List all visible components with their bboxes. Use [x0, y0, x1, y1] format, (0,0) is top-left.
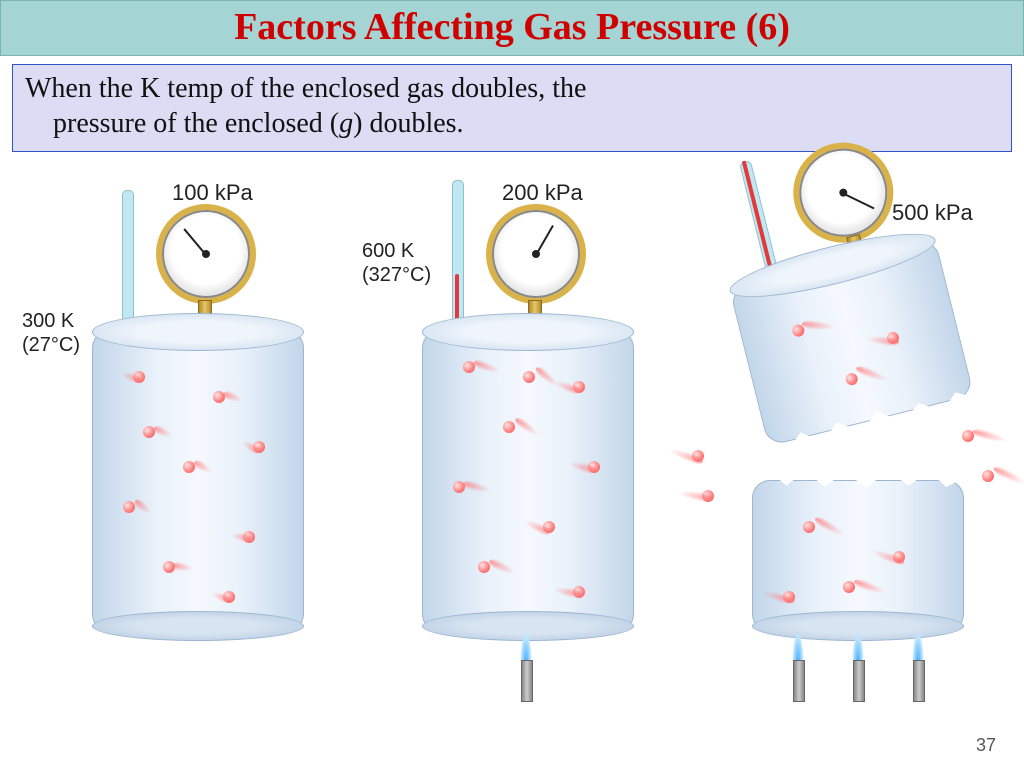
panel-3: 500 kPa — [682, 170, 1002, 690]
burner-icon — [913, 660, 925, 702]
cylinder-top — [422, 313, 634, 351]
temp-c-2: (327°C) — [362, 264, 431, 287]
cylinder-bottom — [92, 611, 304, 641]
cylinder-2 — [422, 330, 634, 632]
cylinder-top-half — [729, 238, 974, 446]
flame-icon — [520, 630, 532, 664]
gauge-needle — [843, 193, 874, 210]
flame-icon — [792, 630, 804, 664]
gauge-icon — [162, 210, 250, 298]
flame-icon — [852, 630, 864, 664]
cylinder-bottom-half — [752, 480, 964, 632]
temp-k-2: 600 K — [362, 240, 414, 263]
figure-area: 100 kPa 300 K (27°C) 200 kPa — [12, 170, 1012, 710]
slide-title: Factors Affecting Gas Pressure (6) — [234, 6, 790, 48]
description-box: When the K temp of the enclosed gas doub… — [12, 64, 1012, 152]
pressure-label-2: 200 kPa — [502, 180, 583, 206]
panel-2: 200 kPa 600 K (327°C) — [352, 170, 672, 690]
particle-icon — [803, 521, 815, 533]
particle-icon — [123, 501, 135, 513]
crack-edge — [753, 469, 963, 493]
burner-icon — [853, 660, 865, 702]
cylinder-top — [92, 313, 304, 351]
temp-k-1: 300 K — [22, 310, 74, 333]
burner-icon — [793, 660, 805, 702]
burner-icon — [521, 660, 533, 702]
pressure-label-3: 500 kPa — [892, 200, 973, 226]
page-number: 37 — [976, 735, 996, 756]
description-text: When the K temp of the enclosed gas doub… — [25, 71, 999, 141]
title-bar: Factors Affecting Gas Pressure (6) — [0, 0, 1024, 56]
gauge-icon — [492, 210, 580, 298]
panel-1: 100 kPa 300 K (27°C) — [22, 170, 342, 690]
pressure-label-1: 100 kPa — [172, 180, 253, 206]
desc-line1: When the K temp of the enclosed gas doub… — [25, 73, 586, 104]
crack-edge — [766, 383, 976, 457]
flame-icon — [912, 630, 924, 664]
particle-icon — [982, 470, 994, 482]
temp-c-1: (27°C) — [22, 334, 80, 357]
gauge-icon — [790, 139, 897, 246]
particle-icon — [503, 421, 515, 433]
gauge-center — [202, 250, 210, 258]
cylinder-1 — [92, 330, 304, 632]
particle-icon — [844, 372, 859, 387]
particle-icon — [523, 371, 535, 383]
desc-line2: pressure of the enclosed (g) doubles. — [25, 106, 464, 141]
gauge-center — [532, 250, 540, 258]
